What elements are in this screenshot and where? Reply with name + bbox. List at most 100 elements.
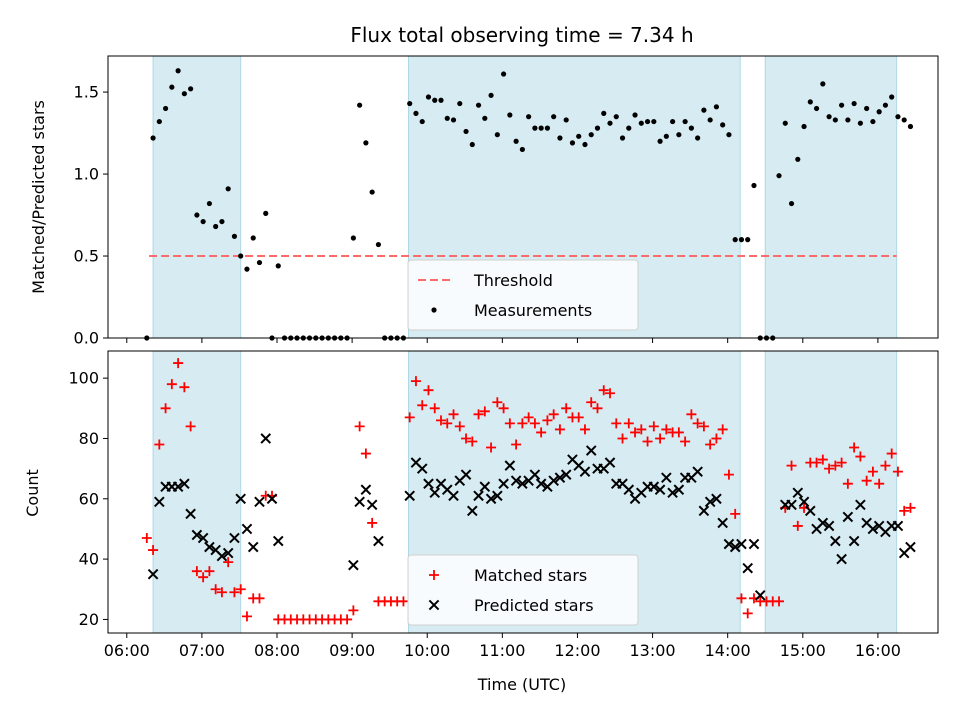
- ratio-dot-point: [369, 189, 375, 195]
- ratio-dot-point: [839, 102, 845, 108]
- count-x-point: [623, 484, 635, 496]
- ratio-dot-point: [500, 71, 507, 77]
- count-plus-point: [179, 382, 190, 393]
- y-tick-label: 1.5: [74, 83, 99, 102]
- count-panel: 20 40 60 80 100 06:00 07:00 08:00 09:00 10:00 11:0…: [68, 350, 939, 660]
- count-x-point: [348, 559, 359, 571]
- count-plus-point: [342, 614, 353, 625]
- count-plus-point: [899, 505, 910, 516]
- ratio-axes-frame: [107, 55, 939, 339]
- count-x-point: [792, 487, 804, 499]
- ratio-dot-point: [194, 212, 200, 218]
- count-plus-point: [554, 424, 565, 435]
- ratio-dot-point: [450, 117, 457, 123]
- count-plus-point: [511, 439, 522, 450]
- count-plus-point: [467, 436, 478, 447]
- ratio-dot-point: [826, 114, 832, 120]
- count-x-point: [723, 538, 735, 550]
- ratio-dot-point: [720, 122, 726, 128]
- ratio-dot-point: [795, 156, 801, 162]
- ratio-dot-point: [695, 135, 701, 141]
- count-plus-point: [880, 460, 891, 471]
- ratio-dot-point: [475, 102, 482, 108]
- count-plus-point: [235, 584, 246, 595]
- ratio-dot-point: [907, 123, 914, 130]
- count-x-point: [429, 487, 441, 499]
- ratio-dot-point: [745, 237, 751, 243]
- x-tick-label: 06:00: [104, 641, 150, 660]
- ratio-dot-point: [651, 118, 657, 125]
- ratio-dot-point: [569, 140, 576, 146]
- ratio-dot-point: [582, 141, 588, 148]
- ratio-dot-point: [363, 140, 369, 146]
- count-x-point: [585, 445, 597, 456]
- count-x-point: [554, 472, 566, 483]
- count-plus-point: [517, 418, 528, 429]
- count-x-point: [798, 496, 810, 508]
- count-plus-point: [830, 460, 841, 471]
- count-x-point: [823, 520, 835, 532]
- count-x-point: [247, 541, 259, 553]
- count-plus-point: [229, 587, 240, 598]
- ratio-dot-point: [607, 120, 613, 126]
- legend-x-swatch: [428, 599, 440, 611]
- count-plus-point: [686, 409, 697, 420]
- count-plus-point: [436, 415, 447, 426]
- count-plus-point: [492, 397, 503, 408]
- ratio-dot-point: [544, 125, 551, 131]
- count-x-point: [216, 550, 228, 562]
- count-plus-point: [348, 605, 359, 616]
- count-plus-point: [191, 566, 202, 577]
- ratio-dot-point: [407, 100, 413, 107]
- count-x-point: [254, 496, 265, 508]
- ratio-dot-point: [350, 235, 356, 241]
- count-plus-point: [673, 427, 684, 438]
- count-x-point: [535, 478, 547, 490]
- count-x-point: [235, 493, 247, 505]
- count-plus-point: [141, 532, 152, 543]
- count-x-point: [479, 481, 491, 493]
- ratio-dot-point: [438, 97, 444, 103]
- ratio-dot-point: [551, 114, 557, 120]
- ratio-dot-point: [275, 263, 281, 269]
- count-x-point: [548, 475, 559, 486]
- legend-dot-swatch: [431, 307, 437, 313]
- count-x-point: [179, 478, 190, 490]
- legend-entry-label: Threshold: [473, 271, 553, 290]
- ratio-dot-point: [219, 218, 225, 225]
- count-x-point: [661, 472, 672, 483]
- count-plus-point: [548, 409, 559, 420]
- count-x-point: [648, 481, 660, 493]
- y-tick-label: 100: [68, 369, 99, 388]
- ratio-dot-point: [507, 112, 513, 118]
- count-plus-point: [442, 418, 453, 429]
- count-plus-point: [398, 596, 409, 607]
- count-plus-point: [536, 427, 547, 438]
- count-x-point: [736, 538, 747, 550]
- ratio-dot-point: [156, 118, 162, 125]
- count-plus-point: [636, 424, 647, 435]
- count-plus-point: [254, 593, 265, 604]
- count-x-point: [698, 505, 710, 517]
- ratio-dot-point: [820, 81, 826, 87]
- count-x-point: [154, 496, 165, 508]
- count-plus-point: [642, 436, 653, 447]
- ratio-dot-point: [231, 233, 238, 239]
- count-x-point: [711, 493, 722, 505]
- count-plus-point: [730, 508, 741, 519]
- ratio-dot-point: [425, 94, 432, 100]
- ratio-dot-point: [701, 107, 707, 113]
- ratio-dot-point: [563, 117, 569, 123]
- count-plus-point: [680, 436, 691, 447]
- ratio-dot-point: [895, 114, 901, 120]
- ratio-dot-point: [513, 138, 519, 144]
- count-plus-point: [605, 388, 616, 399]
- ratio-dot-point: [801, 123, 807, 130]
- ratio-dot-point: [413, 110, 419, 116]
- ratio-dot-point: [713, 104, 720, 110]
- count-plus-point: [736, 593, 747, 604]
- count-plus-point: [204, 566, 215, 577]
- count-plus-point: [655, 433, 666, 444]
- ratio-dot-point: [851, 100, 857, 107]
